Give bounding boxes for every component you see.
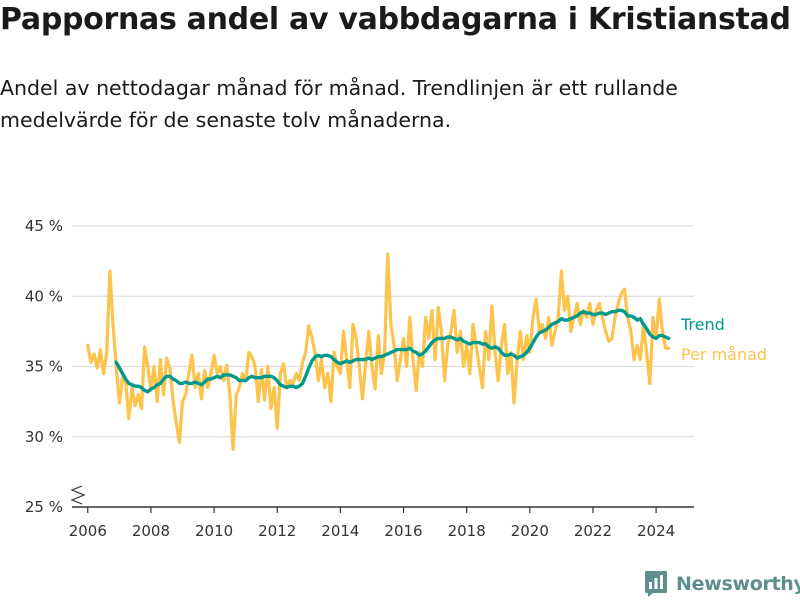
series-line-0: [86, 252, 671, 451]
y-tick-label: 40 %: [25, 287, 63, 305]
series-label: Per månad: [681, 345, 767, 364]
series-labels: Per månad Trend: [680, 315, 767, 364]
brand: Newsworthy: [644, 570, 800, 598]
x-axis: 2006 2008 2010 2012 2014 2016 2018 2020 2022 2024: [69, 506, 694, 540]
series-line-1: [114, 308, 671, 394]
x-tick-label: 2008: [132, 522, 170, 540]
x-tick-label: 2006: [69, 522, 107, 540]
y-axis: 25 % 30 % 35 % 40 % 45 %: [25, 217, 63, 516]
brand-name: Newsworthy: [676, 573, 800, 595]
y-axis-break-icon: [70, 485, 86, 505]
x-tick-label: 2022: [574, 522, 612, 540]
series-layer: [86, 252, 671, 451]
x-tick-label: 2020: [511, 522, 549, 540]
x-tick-label: 2024: [637, 522, 675, 540]
grid: [72, 225, 694, 438]
x-tick-label: 2018: [448, 522, 486, 540]
chart-subtitle: Andel av nettodagar månad för månad. Tre…: [0, 76, 678, 132]
chart-title: Pappornas andel av vabbdagarna i Kristia…: [0, 2, 791, 37]
y-tick-label: 30 %: [25, 428, 63, 446]
x-tick-label: 2016: [384, 522, 422, 540]
y-tick-label: 35 %: [25, 358, 63, 376]
x-tick-label: 2012: [258, 522, 296, 540]
y-tick-label: 45 %: [25, 217, 63, 235]
x-tick-label: 2014: [321, 522, 359, 540]
newsworthy-logo-icon: [645, 571, 667, 597]
y-tick-label: 25 %: [25, 498, 63, 516]
x-tick-label: 2010: [195, 522, 233, 540]
series-label: Trend: [680, 315, 725, 334]
